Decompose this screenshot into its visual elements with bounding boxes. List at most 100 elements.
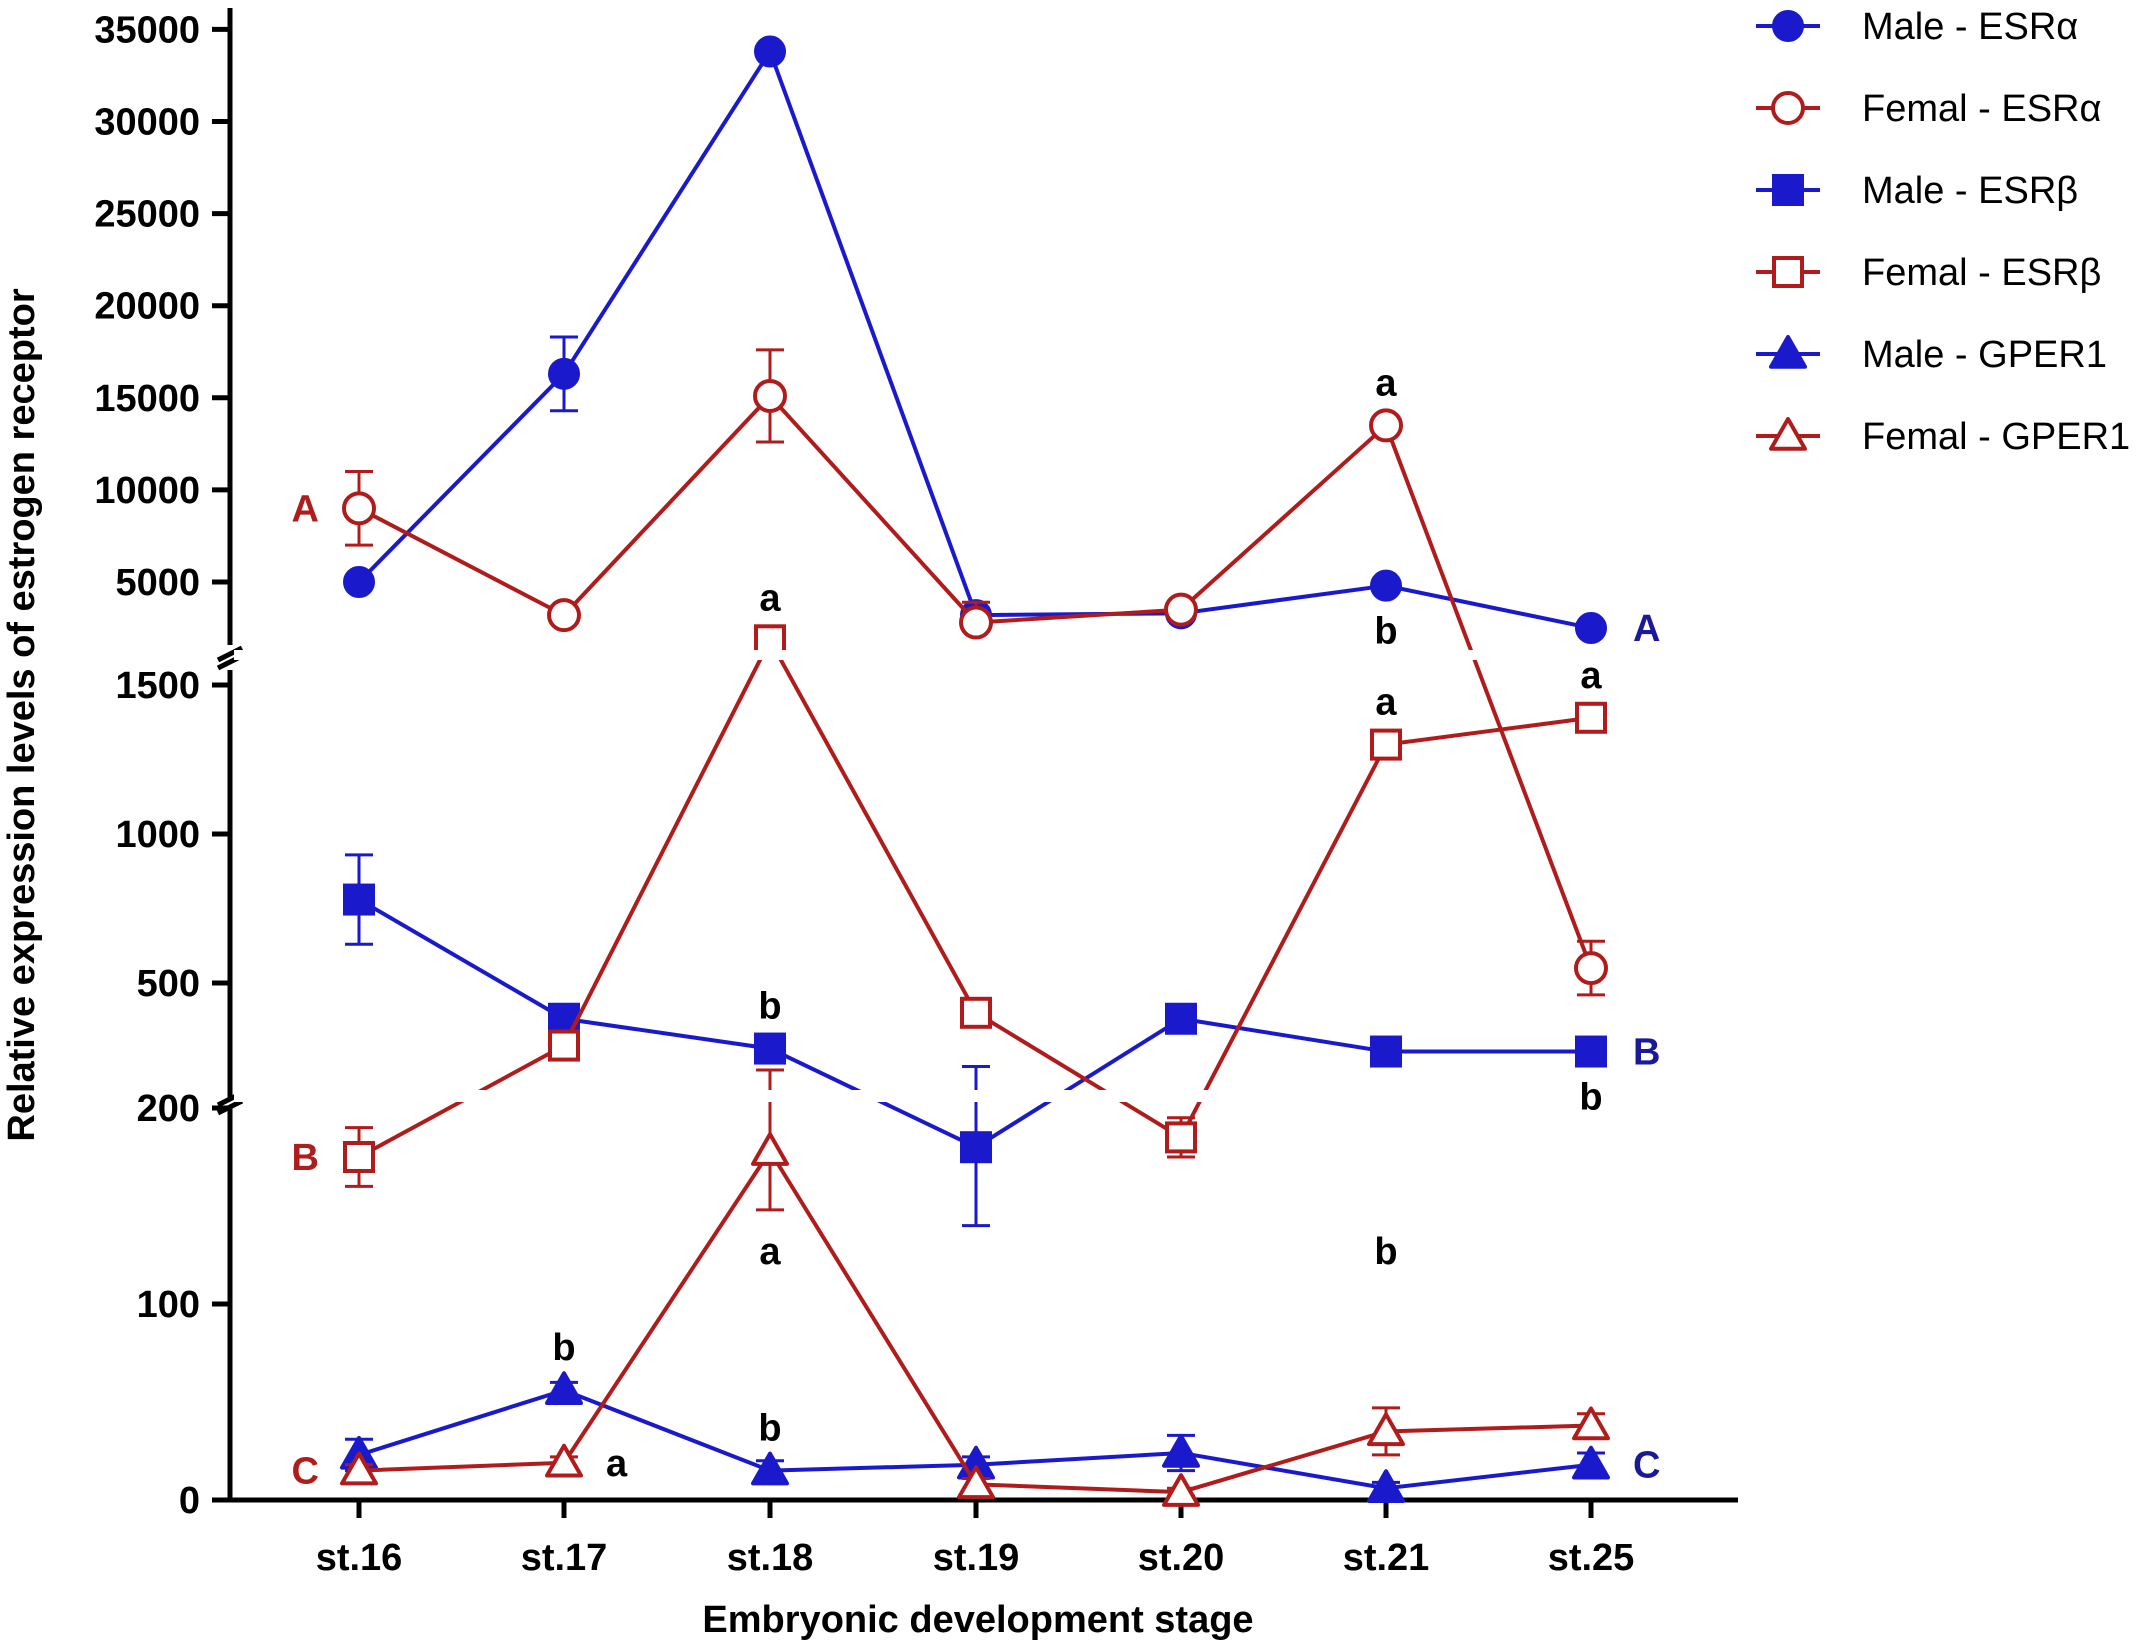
legend-marker [1769,335,1807,369]
data-point [1367,1412,1405,1447]
significance-label: a [606,1443,628,1485]
data-point [1370,728,1402,761]
data-point [548,357,580,390]
series-male-esr- [343,853,1607,1228]
y-tick-label: 5000 [115,562,200,604]
legend-label: Male - ESRα [1862,6,2078,48]
y-tick-label: 10000 [94,470,200,512]
data-point [957,1465,995,1500]
x-tick-label: st.18 [727,1537,814,1579]
legend-marker [1771,91,1805,125]
significance-label: b [1579,1077,1602,1119]
significance-label: b [552,1327,575,1369]
significance-label: b [758,1408,781,1450]
data-point [1575,701,1607,734]
data-point [1369,408,1403,443]
legend-marker [1769,417,1807,451]
y-tick-label: 200 [137,1088,200,1130]
break-band [234,1090,1742,1102]
axes: 0 100 200 500 1000 1500 5000 10000 15000 20000 250… [94,8,1738,1579]
y-tick-label: 0 [179,1480,200,1522]
legend: Male - ESRα Femal - ESRα Male - ESRβ Femal … [1756,6,2130,458]
data-point [1162,1473,1200,1507]
legend-item: Male - GPER1 [1756,334,2107,376]
data-point [1367,1469,1405,1503]
data-point [1575,1035,1607,1068]
x-tick-label: st.21 [1343,1537,1430,1579]
break-band [234,650,1742,660]
x-tick-label: st.20 [1138,1537,1225,1579]
y-tick-label: 20000 [94,286,200,328]
data-point [754,35,786,68]
significance-label: a [1580,655,1602,697]
series-male-esr- [343,35,1607,645]
y-axis-title: Relative expression levels of estrogen r… [1,288,43,1141]
series-line [358,393,1593,969]
data-point [753,378,787,413]
data-point [1164,592,1198,627]
x-tick-label: st.16 [316,1537,403,1579]
data-point [342,491,376,526]
y-tick-label: 100 [137,1284,200,1326]
data-point [343,883,375,916]
series-femal-gper1 [340,1068,1610,1507]
data-point [545,1443,583,1478]
significance-label: C [1633,1445,1660,1487]
significance-label: B [292,1137,319,1179]
data-point [751,1451,789,1486]
legend-label: Femal - GPER1 [1862,416,2130,458]
significance-label: a [759,577,781,619]
significance-label: a [1375,682,1397,724]
data-point [751,1132,789,1166]
data-point [1575,612,1607,645]
data-point [343,566,375,598]
legend-label: Male - GPER1 [1862,334,2107,376]
series-femal-esr- [342,348,1608,997]
y-tick-label: 500 [137,963,200,1005]
x-tick-label: st.19 [933,1537,1020,1579]
axis-break-bands [234,650,1742,1102]
legend-marker [1772,256,1804,288]
legend-marker [1772,174,1804,206]
y-tick-label: 1000 [115,814,200,856]
series-male-gper1 [340,1371,1610,1503]
significance-label: b [1374,611,1397,653]
y-tick-label: 1500 [115,665,200,707]
data-point [1572,1445,1610,1480]
x-tick-label: st.17 [521,1537,608,1579]
significance-label: A [292,488,319,530]
legend-item: Femal - ESRβ [1756,252,2101,294]
significance-label: A [1633,608,1660,650]
y-tick-label: 35000 [94,9,200,51]
data-point [340,1451,378,1486]
legend-item: Male - ESRβ [1756,170,2078,212]
legend-marker [1772,10,1804,42]
legend-item: Femal - GPER1 [1756,416,2130,458]
legend-label: Male - ESRβ [1862,170,2078,212]
data-point [545,1371,583,1405]
legend-label: Femal - ESRβ [1862,252,2101,294]
data-point [959,605,993,640]
series-femal-esr- [343,624,1607,1188]
legend-item: Femal - ESRα [1756,88,2101,130]
data-point [1165,1121,1197,1154]
data-point [960,996,992,1029]
data-point [1370,569,1402,602]
y-tick-label: 25000 [94,194,200,236]
data-point [547,598,581,633]
x-axis-title: Embryonic development stage [702,1599,1253,1641]
legend-label: Femal - ESRα [1862,88,2101,130]
significance-label: C [292,1451,319,1493]
y-tick-label: 15000 [94,378,200,420]
data-point [1574,951,1608,986]
data-point [754,1032,786,1065]
data-point [960,1131,992,1164]
data-point [548,1029,580,1062]
x-tick-label: st.25 [1548,1537,1635,1579]
significance-label: a [759,1231,781,1273]
data-point [1162,1433,1200,1468]
series-line [357,49,1592,631]
significance-label: b [758,986,781,1028]
